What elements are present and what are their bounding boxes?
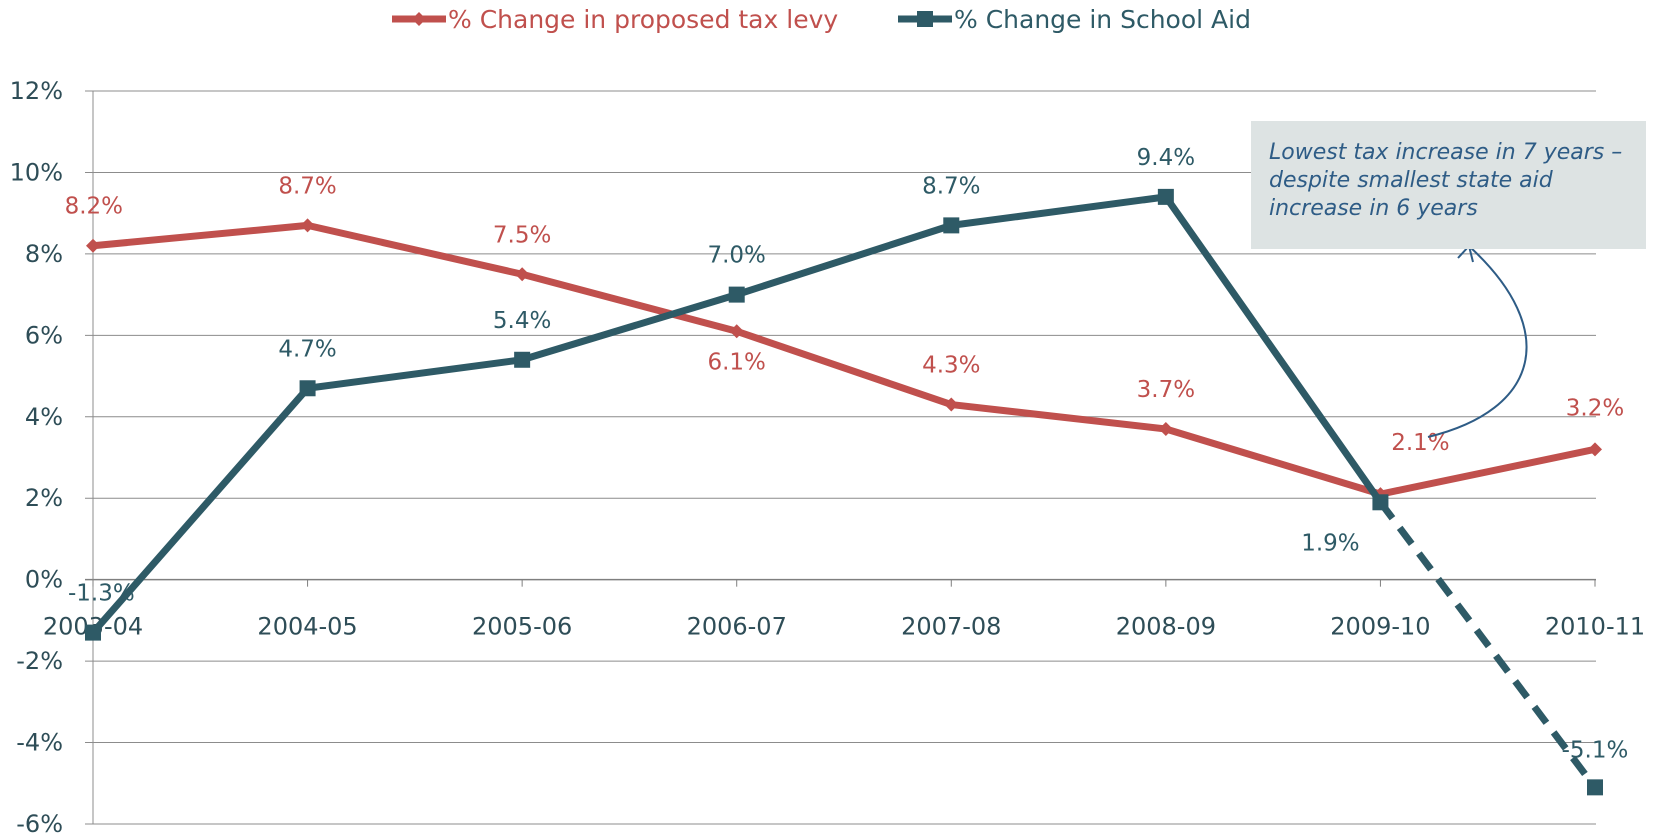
legend-label: % Change in School Aid	[954, 5, 1251, 34]
data-label: 9.4%	[1137, 145, 1195, 171]
legend-marker-square	[917, 11, 933, 27]
gridlines	[85, 90, 1596, 825]
data-label: 4.7%	[278, 336, 336, 362]
data-label: 7.0%	[707, 243, 765, 269]
data-label: 8.2%	[65, 194, 123, 220]
x-tick-label: 2006-07	[687, 613, 787, 641]
data-point-square	[728, 286, 745, 303]
y-tick-label: 4%	[25, 403, 63, 431]
data-point-square	[514, 351, 531, 368]
data-label: 8.7%	[922, 173, 980, 199]
legend-label: % Change in proposed tax levy	[448, 5, 838, 34]
data-point-square	[943, 217, 960, 234]
data-label: 4.3%	[922, 353, 980, 379]
data-label: 6.1%	[707, 349, 765, 375]
legend: % Change in proposed tax levy % Change in…	[392, 5, 1251, 34]
x-axis: 2003-042004-052005-062006-072007-082008-…	[43, 579, 1645, 641]
data-point-diamond	[1158, 421, 1173, 436]
series-line	[92, 221, 1596, 498]
data-point-diamond	[1588, 442, 1602, 457]
data-point-square	[299, 380, 316, 397]
data-label: 1.9%	[1301, 530, 1359, 556]
x-tick-label: 2004-05	[257, 613, 357, 641]
legend-marker-diamond	[412, 12, 426, 26]
x-tick-label: 2010-11	[1545, 613, 1645, 641]
data-label: 7.5%	[493, 222, 551, 248]
y-tick-label: -4%	[16, 729, 63, 757]
data-point-square	[1587, 779, 1603, 796]
y-tick-label: -2%	[16, 647, 63, 675]
data-point-square	[1157, 188, 1174, 205]
y-tick-label: 6%	[25, 321, 63, 349]
data-point-diamond	[515, 267, 530, 282]
y-tick-label: 8%	[25, 240, 63, 268]
data-label: 3.2%	[1566, 395, 1624, 421]
annotation-arrow	[1427, 246, 1528, 438]
data-labels: 8.2%8.7%7.5%6.1% 4.3%3.7%2.1%3.2%-1.3%4.7…	[65, 145, 1629, 763]
data-point-diamond	[729, 324, 744, 339]
annotation-text: Lowest tax increase in 7 years – despite…	[1269, 140, 1623, 221]
data-label: 5.4%	[493, 308, 551, 334]
data-label: -1.3%	[68, 581, 135, 607]
series-lines	[85, 188, 1603, 796]
y-tick-label: 2%	[25, 484, 63, 512]
y-axis: 12% 10% 8% 6% 4% 2% 0% -2% -4% -6%	[10, 77, 94, 833]
data-point-diamond	[300, 218, 315, 233]
x-tick-label: 2007-08	[901, 613, 1001, 641]
annotation-box: Lowest tax increase in 7 years – despite…	[1251, 121, 1646, 249]
y-tick-label: 10%	[10, 158, 63, 186]
y-tick-label: -6%	[16, 810, 63, 833]
x-tick-label: 2009-10	[1330, 613, 1430, 641]
y-tick-label: 0%	[25, 566, 63, 594]
data-point-diamond	[86, 238, 100, 253]
x-tick-label: 2008-09	[1116, 613, 1216, 641]
series-line-projection	[1377, 500, 1598, 790]
data-label: 3.7%	[1137, 377, 1195, 403]
x-tick-label: 2005-06	[472, 613, 572, 641]
data-point-square	[85, 624, 101, 641]
data-label: 8.7%	[278, 173, 336, 199]
data-point-square	[1372, 494, 1389, 511]
data-point-diamond	[944, 397, 959, 412]
data-label: -5.1%	[1562, 737, 1629, 763]
y-tick-label: 12%	[10, 77, 63, 105]
